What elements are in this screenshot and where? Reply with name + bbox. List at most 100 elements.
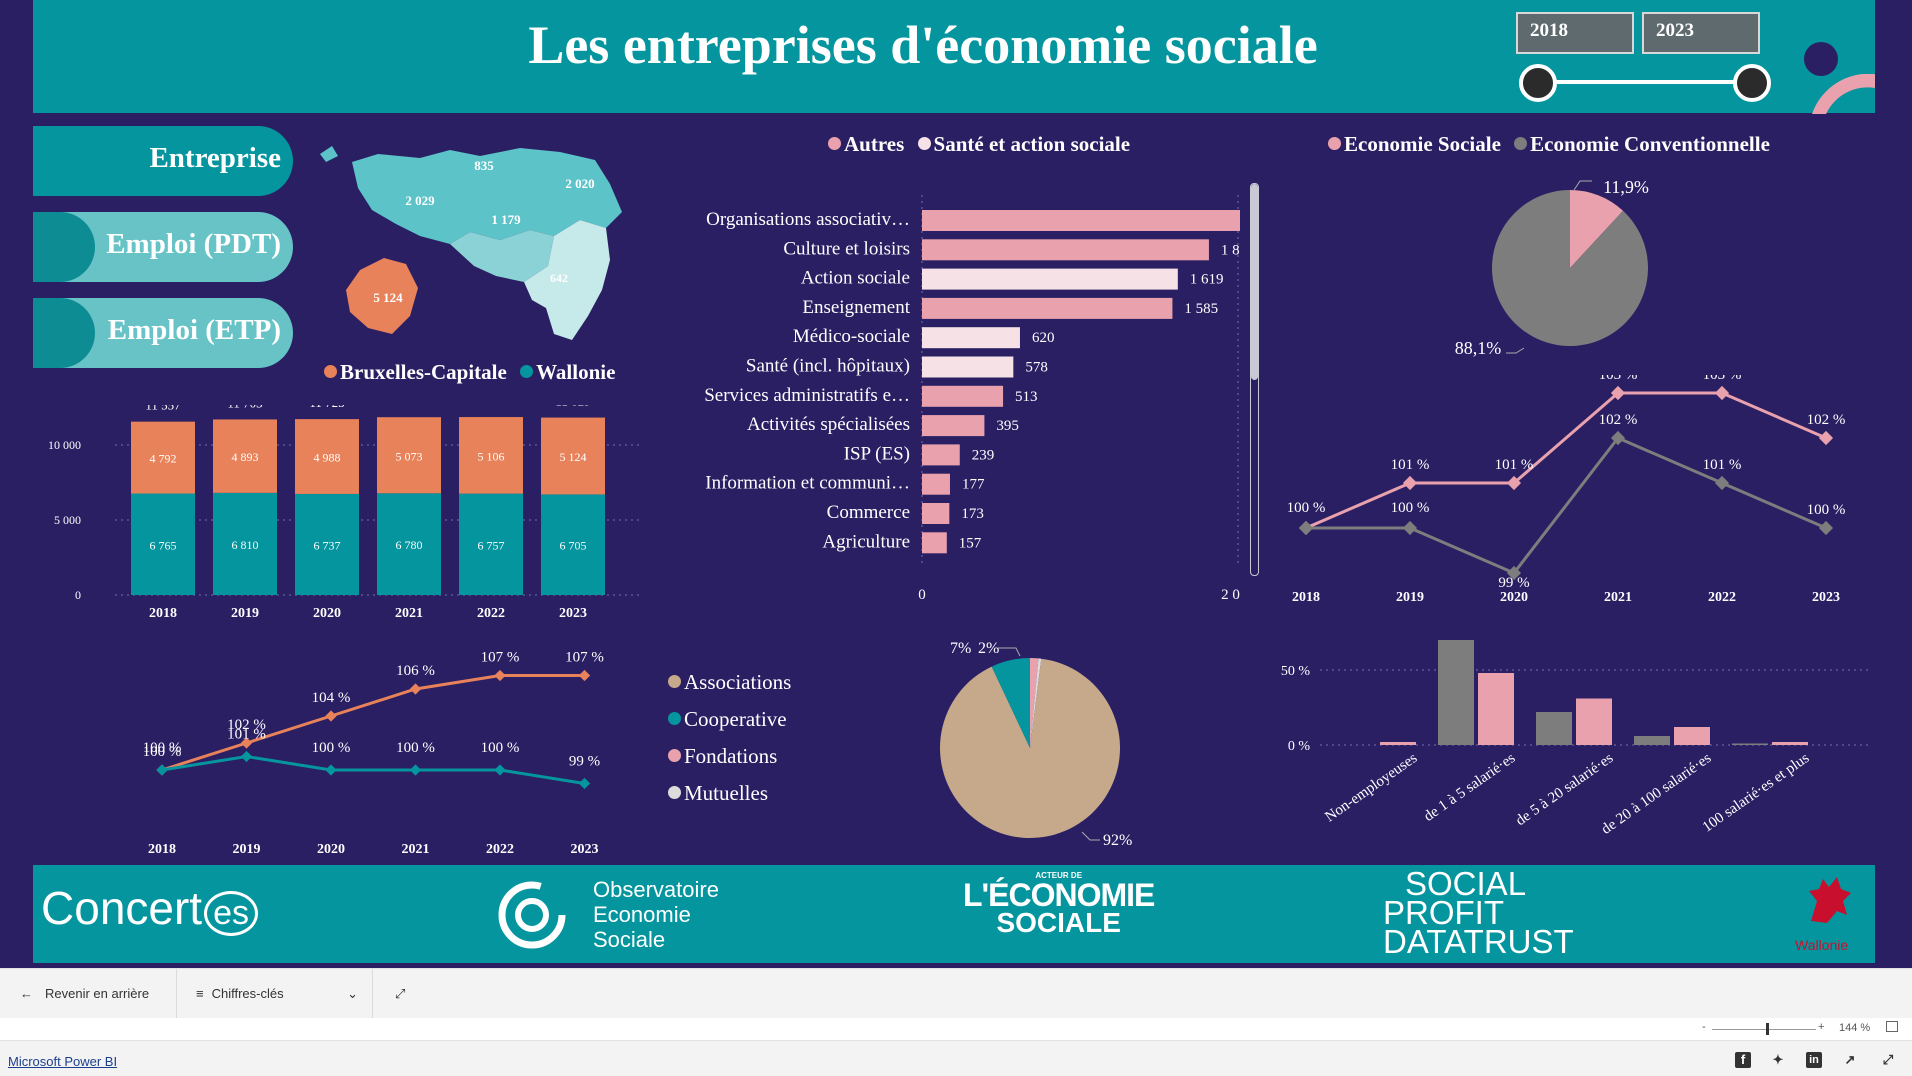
map-region-south[interactable] [524,220,610,340]
bar-segment-wallonie [213,492,277,595]
concertes-logo: Concert es [41,881,259,936]
x-tick-label: 2020 [313,606,341,621]
zoom-in-icon[interactable]: + [1818,1021,1825,1033]
x-tick-label: 2019 [233,842,261,857]
map-label: 5 124 [373,290,403,305]
linkedin-icon[interactable]: in [1806,1052,1822,1068]
stacked-bar-chart[interactable]: 0 5 000 10 000 6 765 4 792 11 557 2018 6 810 4 8… [40,405,650,625]
bar-value-label: 4 988 [314,451,341,465]
size-bar [1576,698,1612,745]
map-label: 2 020 [565,176,594,191]
map-region-brussels[interactable] [346,258,418,334]
nav-button-emploi-etp[interactable]: Emploi (ETP) [33,298,293,368]
size-class-bar-chart[interactable]: 0 % 50 % Non-employeuses de 1 à 5 salarié·e… [1270,630,1870,865]
economy-legend: Economie Sociale Economie Conventionnell… [1320,132,1770,157]
zoom-slider-thumb[interactable] [1766,1023,1769,1035]
category-label: Services administratifs e… [704,385,910,406]
economy-evolution-line-chart[interactable]: 101 % 101 % 103 % 103 % 102 % 100 % 100 % 99 % 1… [1270,375,1870,610]
legend-label: Santé et action sociale [933,132,1131,156]
line-value-label: 103 % [1599,375,1638,383]
sector-bar [922,239,1209,261]
year-slider-track[interactable] [1540,80,1752,84]
line-value-label: 100 % [1287,500,1326,516]
bar-value-label: 1 816 [1221,242,1240,258]
toolbar-divider [372,969,373,1019]
map-region-north[interactable] [352,148,622,244]
line-series [161,674,585,772]
growth-line-chart[interactable]: 100 % 102 % 104 % 106 % 107 % 107 % 101 % 100 %… [120,645,650,860]
sector-bar [922,327,1020,349]
sector-scrollbar-thumb[interactable] [1251,184,1258,380]
x-tick-label: 100 salarié·es et plus [1700,750,1813,836]
corner-arc-decoration-right [1812,74,1875,114]
year-slider-start-handle[interactable] [1519,64,1557,102]
bar-value-label: 395 [996,418,1019,434]
fit-page-icon[interactable] [1886,1021,1898,1032]
nav-button-emploi-pdt[interactable]: Emploi (PDT) [33,212,293,282]
legend-item: Mutuelles [660,781,791,806]
collapse-icon[interactable]: ⤢ [395,986,406,1001]
back-button[interactable]: ← Revenir en arrière [20,969,149,1019]
map-region-center[interactable] [450,230,554,282]
line-point [156,764,168,776]
powerbi-link[interactable]: Microsoft Power BI [8,1054,118,1069]
zoom-slider-track[interactable] [1712,1029,1816,1030]
bar-value-label: 5 106 [478,449,505,463]
wallonie-label: Wallonie [1795,937,1849,953]
category-label: Médico-sociale [793,326,910,347]
year-slider-end-handle[interactable] [1733,64,1771,102]
bar-value-label: 6 765 [150,538,177,552]
bar-segment-bruxelles [459,417,523,494]
bar-value-label: 4 792 [150,452,177,466]
toolbar-divider [176,969,177,1019]
bar-segment-bruxelles [377,417,441,494]
bar-segment-wallonie [377,493,441,595]
share-icon[interactable]: ↗ [1844,1052,1856,1067]
legend-dot [668,712,681,725]
legend-label: Cooperative [684,707,787,731]
acteur-line-1: L'ÉCONOMIE [963,877,1155,913]
x-tick-label: Non-employeuses [1322,750,1420,825]
expand-icon[interactable]: ⤢ [1882,1052,1894,1067]
bar-value-label: 5 073 [396,449,423,463]
sector-scrollbar[interactable] [1250,183,1259,576]
leader-line [998,647,1021,657]
zoom-level: 144 % [1839,1022,1871,1034]
category-label: Information et communi… [705,473,910,494]
line-point [409,683,422,695]
x-tick-label: 2020 [1500,590,1528,605]
year-start-box[interactable]: 2018 [1516,12,1634,54]
year-end-box[interactable]: 2023 [1642,12,1760,54]
nav-button-entreprise[interactable]: Entreprise [33,126,293,196]
sector-bar-chart[interactable]: Organisations associativ…3 286Culture et… [660,195,1240,610]
facebook-icon[interactable]: f [1735,1052,1751,1068]
sector-legend: Autres Santé et action sociale [820,132,1130,157]
legend-item: Cooperative [660,707,791,732]
bar-value-label: 513 [1015,389,1038,405]
twitter-icon[interactable]: ✦ [1772,1052,1784,1067]
y-tick-label: 10 000 [48,438,81,452]
spdt-line-3: DATATRUST [1383,923,1574,960]
zoom-out-icon[interactable]: - [1702,1021,1706,1033]
line-value-label: 101 % [1391,457,1430,473]
line-point [1610,385,1626,401]
belgium-region-map[interactable]: 835 2 029 2 020 1 179 5 124 642 [310,140,650,350]
line-point [325,764,337,776]
legal-forms-pie-chart[interactable]: 7% 2% 92% [930,630,1170,860]
line-point [1298,520,1314,536]
sector-bar [922,268,1178,290]
x-tick-label: 2018 [149,606,177,621]
sector-bar [922,210,1240,231]
page-selector-dropdown[interactable]: ≡ Chiffres-clés ⌄ [196,969,358,1019]
bar-value-label: 4 893 [232,450,259,464]
line-point [1818,520,1834,536]
sector-bar [922,297,1173,319]
bar-total-label: 11 725 [309,405,344,410]
concertes-logo-text: oncert [74,882,203,934]
line-value-label: 100 % [143,744,182,760]
line-value-label: 102 % [227,717,266,733]
bar-value-label: 6 780 [396,538,423,552]
line-point [1506,475,1522,491]
sector-bar [922,473,950,495]
economy-pie-chart[interactable]: 11,9% 88,1% [1440,165,1700,365]
